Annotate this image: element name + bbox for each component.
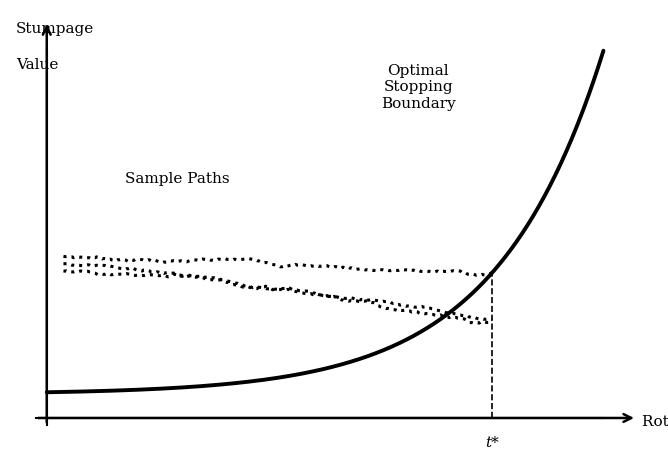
Text: Rotation Age: Rotation Age: [643, 415, 668, 429]
Text: t*: t*: [485, 436, 499, 450]
Text: Optimal
Stopping
Boundary: Optimal Stopping Boundary: [381, 64, 456, 110]
Text: Value: Value: [16, 58, 59, 72]
Text: Stumpage: Stumpage: [16, 22, 94, 36]
Text: Sample Paths: Sample Paths: [125, 172, 229, 186]
